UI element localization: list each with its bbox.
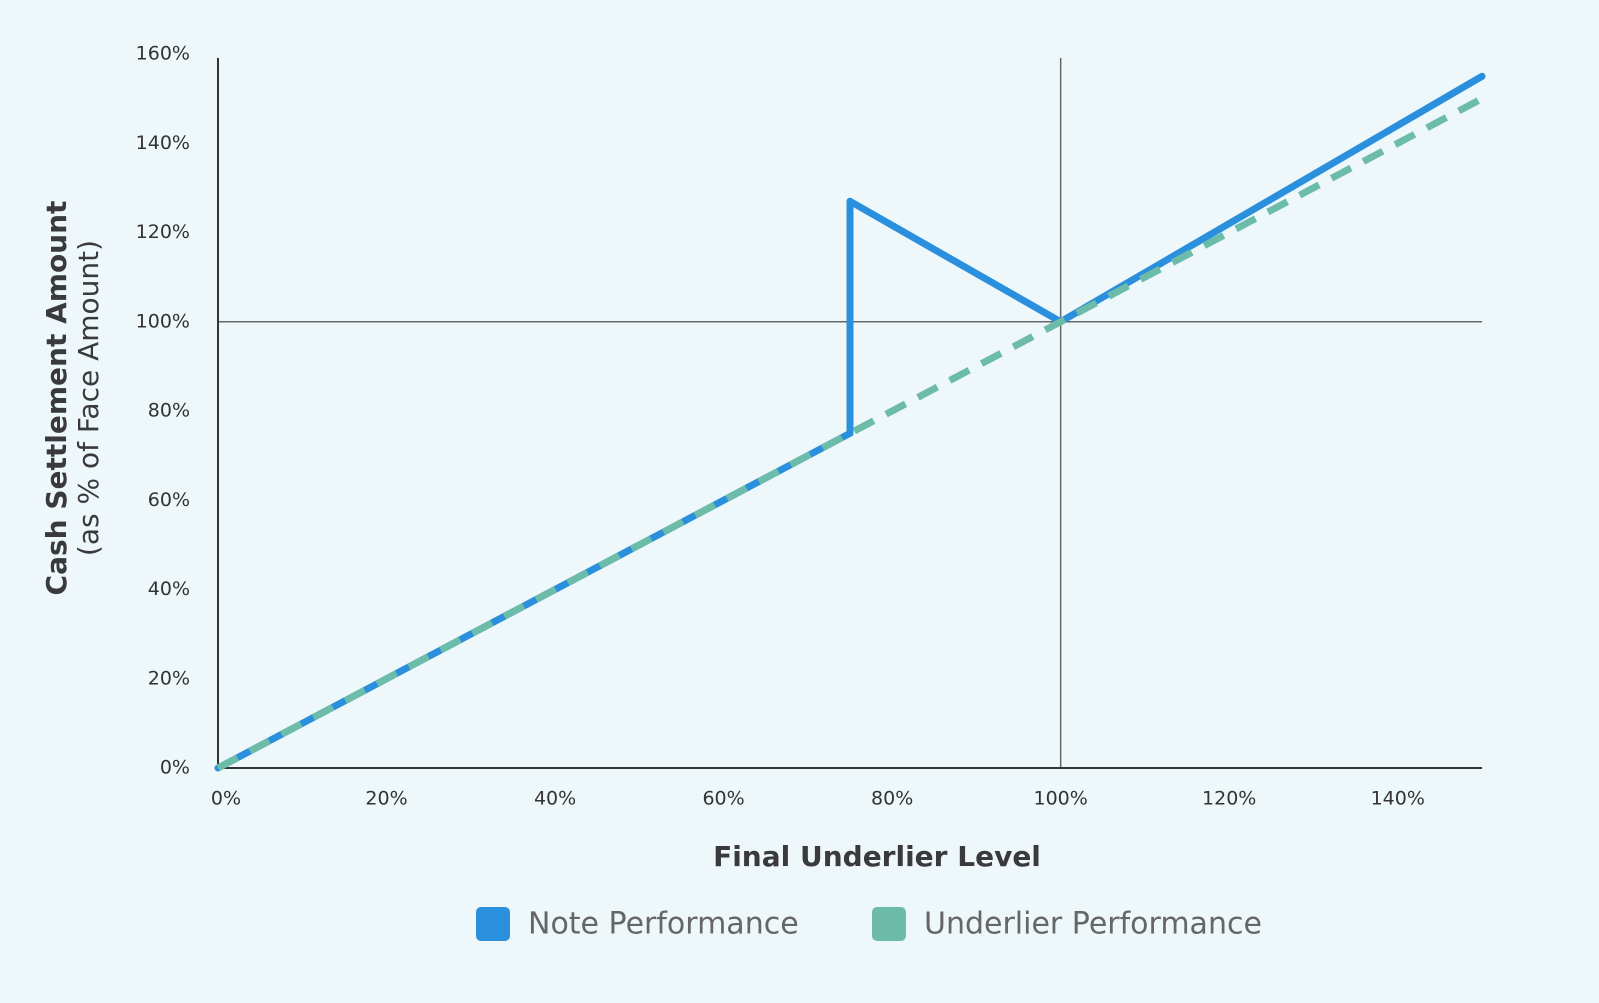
y-tick-label: 40% — [148, 578, 190, 600]
x-tick-label: 20% — [365, 788, 407, 810]
x-tick-label: 120% — [1202, 788, 1256, 810]
x-tick-label: 0% — [211, 788, 241, 810]
x-tick-label: 100% — [1034, 788, 1088, 810]
legend-label: Underlier Performance — [924, 907, 1262, 942]
y-tick-label: 20% — [148, 667, 190, 689]
y-tick-label: 0% — [160, 757, 190, 779]
y-tick-label: 160% — [136, 43, 190, 65]
y-axis-subtitle: (as % of Face Amount) — [72, 240, 105, 556]
x-axis-title: Final Underlier Level — [713, 840, 1041, 873]
x-tick-label: 80% — [871, 788, 913, 810]
y-tick-label: 120% — [136, 221, 190, 243]
y-tick-label: 140% — [136, 132, 190, 154]
y-tick-label: 80% — [148, 400, 190, 422]
x-tick-label: 40% — [534, 788, 576, 810]
y-tick-label: 60% — [148, 489, 190, 511]
x-tick-label: 140% — [1371, 788, 1425, 810]
legend-label: Note Performance — [528, 907, 799, 942]
y-tick-label: 100% — [136, 310, 190, 332]
legend-swatch — [476, 907, 510, 941]
y-axis-title: Cash Settlement Amount — [40, 201, 73, 596]
x-tick-label: 60% — [702, 788, 744, 810]
series-line — [216, 95, 1484, 772]
legend-swatch — [872, 907, 906, 941]
